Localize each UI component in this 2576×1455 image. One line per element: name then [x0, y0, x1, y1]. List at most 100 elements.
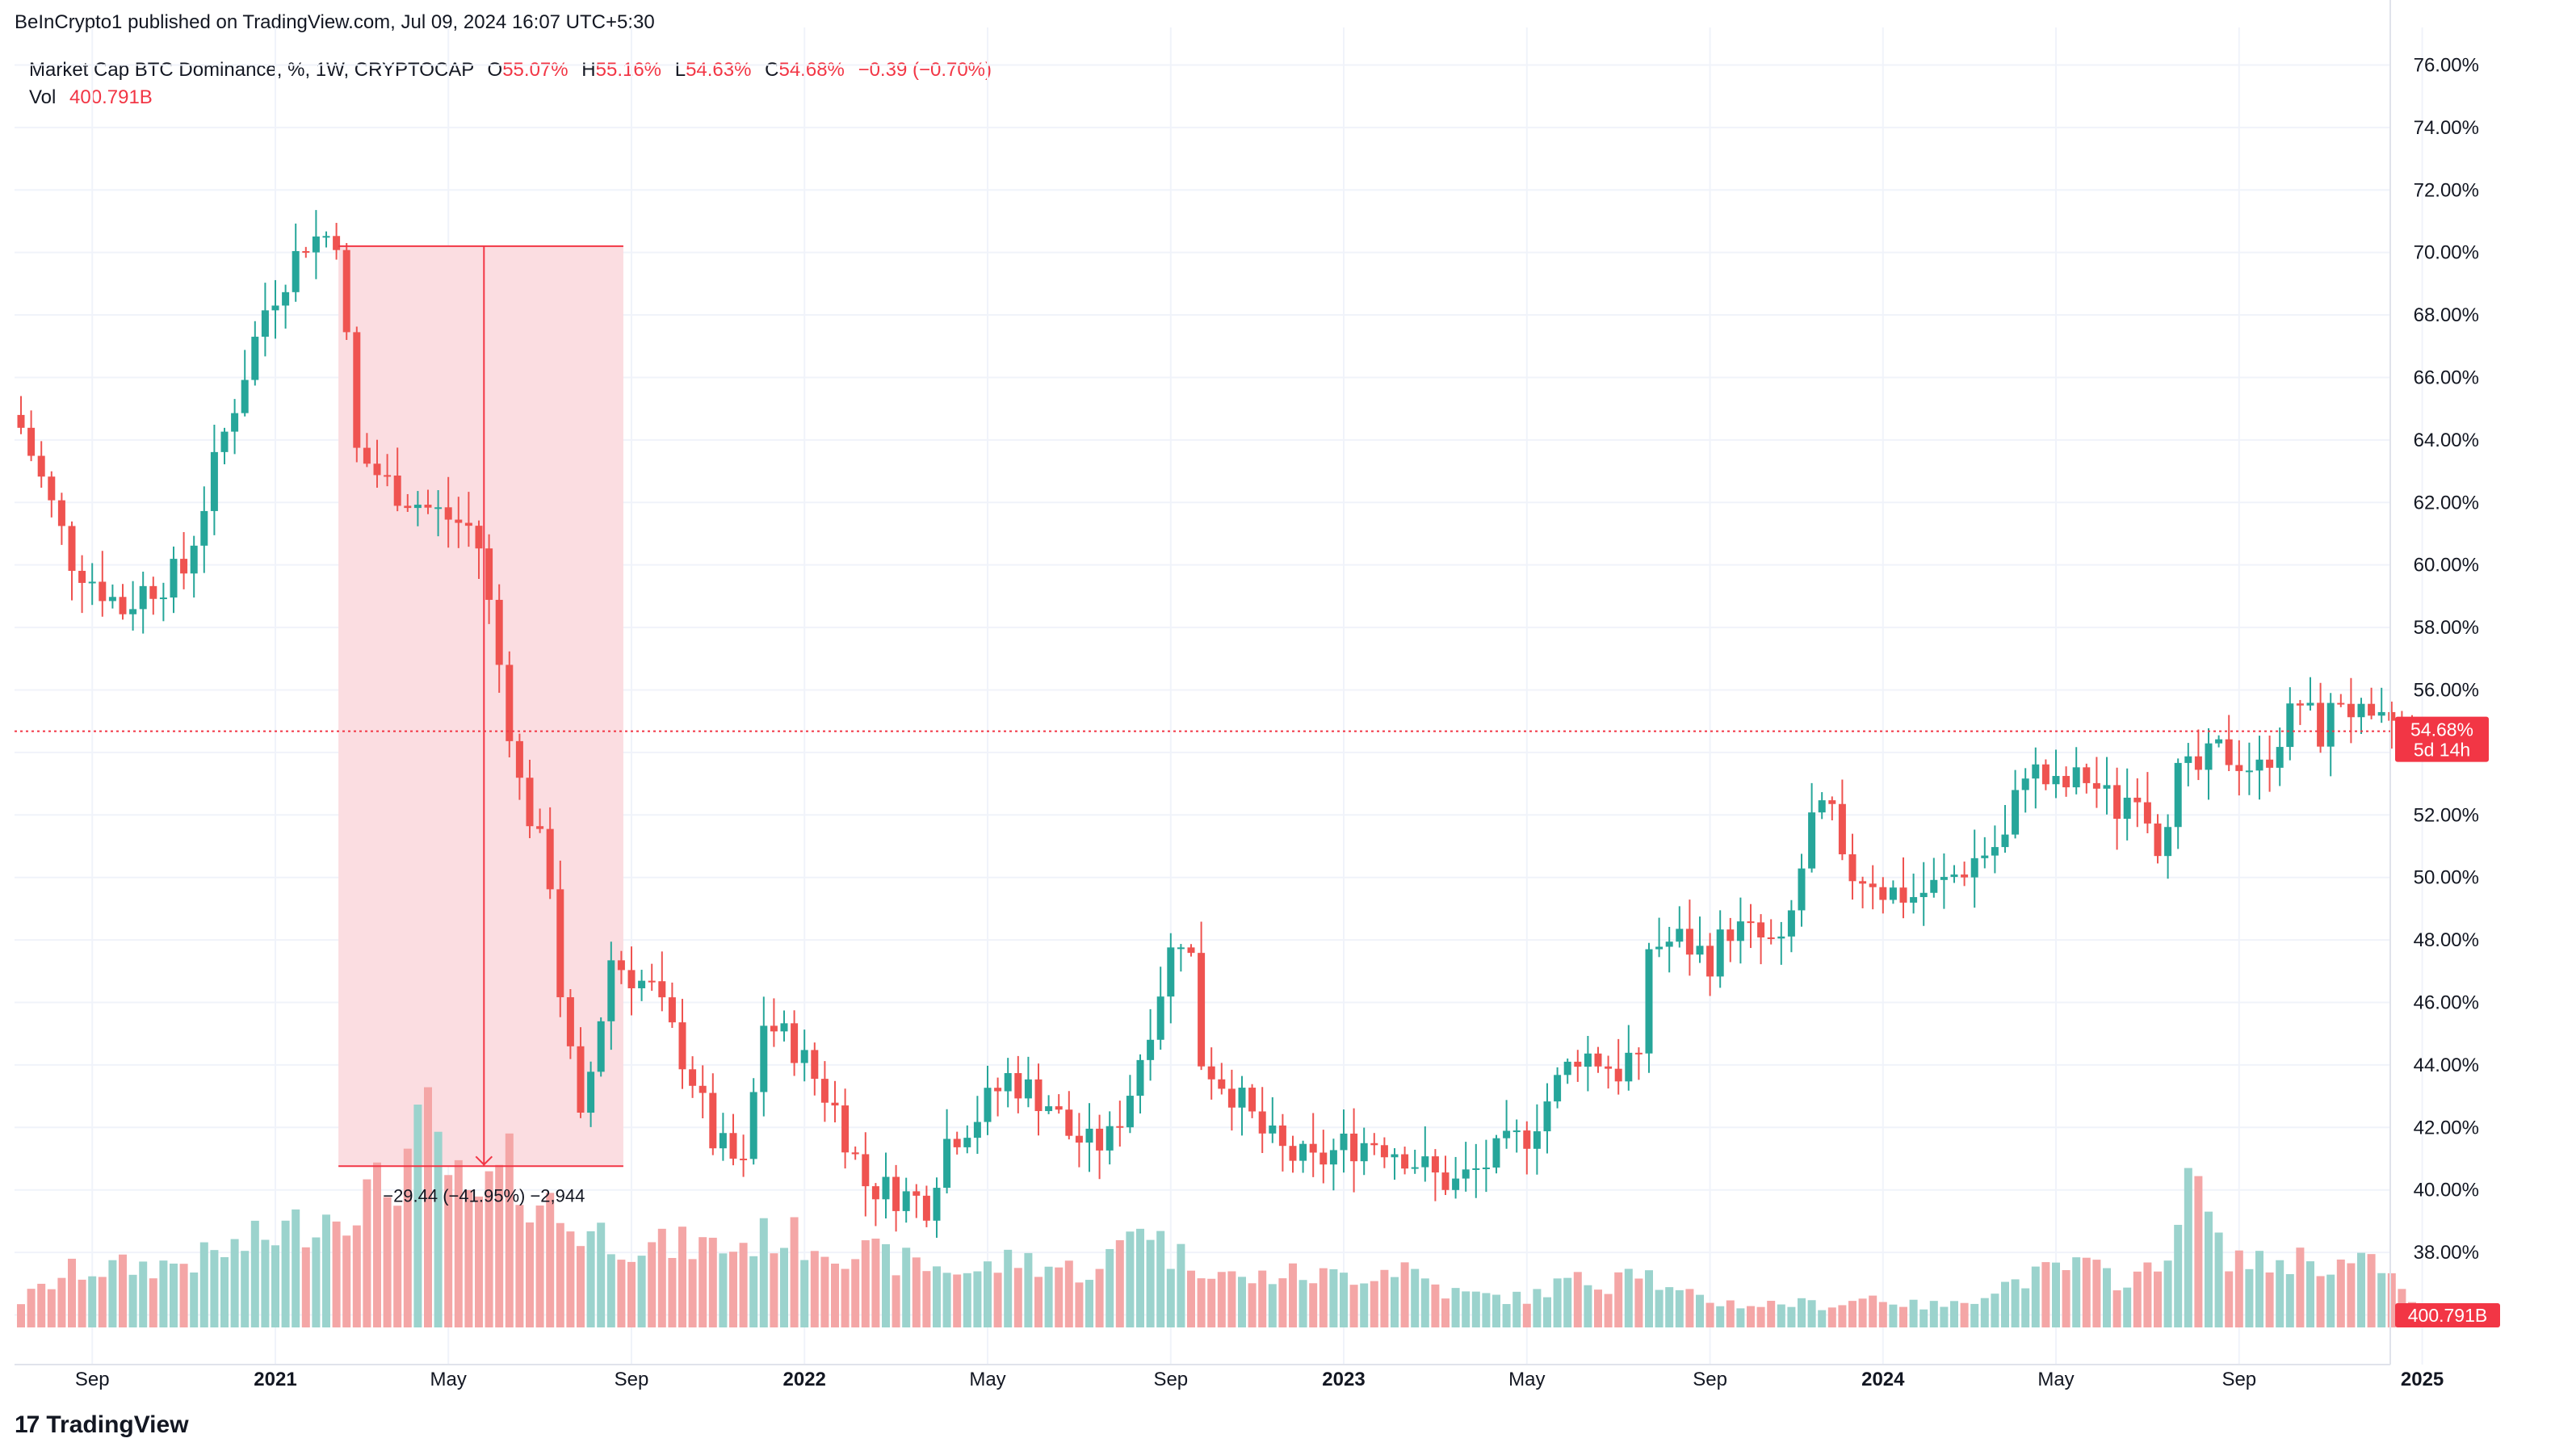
candle-body[interactable] — [536, 826, 544, 829]
candle-body[interactable] — [1004, 1073, 1012, 1092]
candle-body[interactable] — [1787, 910, 1795, 937]
candle-body[interactable] — [2123, 797, 2131, 820]
candle-body[interactable] — [953, 1138, 961, 1147]
candle-body[interactable] — [1919, 892, 1928, 898]
candle-body[interactable] — [1991, 847, 1999, 856]
candle-body[interactable] — [2368, 703, 2376, 716]
candle-body[interactable] — [2143, 802, 2151, 824]
candle-body[interactable] — [2154, 823, 2162, 857]
candle-body[interactable] — [261, 310, 269, 338]
candle-body[interactable] — [231, 413, 239, 432]
candle-body[interactable] — [302, 251, 310, 254]
candle-body[interactable] — [1726, 929, 1735, 941]
candle-body[interactable] — [149, 585, 157, 599]
candle-body[interactable] — [719, 1133, 727, 1149]
candle-body[interactable] — [1859, 881, 1867, 884]
candle-body[interactable] — [1238, 1088, 1246, 1108]
candle-body[interactable] — [678, 1022, 686, 1070]
candle-body[interactable] — [2164, 827, 2172, 857]
candle-body[interactable] — [2306, 702, 2314, 706]
candle-body[interactable] — [2377, 711, 2385, 716]
candle-body[interactable] — [1340, 1133, 1348, 1151]
candle-body[interactable] — [455, 519, 463, 523]
candle-body[interactable] — [1055, 1106, 1063, 1110]
candle-body[interactable] — [495, 599, 503, 665]
candle-body[interactable] — [841, 1105, 850, 1153]
candle-body[interactable] — [577, 1046, 585, 1113]
candle-body[interactable] — [2092, 782, 2100, 789]
candle-body[interactable] — [1289, 1146, 1297, 1161]
candle-body[interactable] — [2001, 834, 2009, 848]
candle-body[interactable] — [108, 597, 116, 602]
candle-body[interactable] — [2326, 702, 2335, 747]
candle-body[interactable] — [1472, 1168, 1480, 1170]
candle-body[interactable] — [1818, 800, 1826, 813]
candle-body[interactable] — [2113, 785, 2121, 820]
candle-body[interactable] — [1319, 1152, 1328, 1165]
candle-body[interactable] — [1441, 1172, 1450, 1190]
candle-body[interactable] — [984, 1088, 992, 1122]
candle-body[interactable] — [1360, 1143, 1368, 1162]
candle-body[interactable] — [190, 545, 198, 574]
candle-body[interactable] — [2194, 756, 2202, 770]
candle-body[interactable] — [648, 980, 656, 983]
candle-body[interactable] — [363, 447, 371, 464]
candle-body[interactable] — [1370, 1143, 1378, 1146]
candle-body[interactable] — [413, 505, 422, 509]
candle-body[interactable] — [464, 522, 472, 526]
candle-body[interactable] — [1961, 874, 1969, 878]
candle-body[interactable] — [1543, 1101, 1551, 1132]
candle-body[interactable] — [88, 581, 96, 584]
candle-body[interactable] — [2062, 776, 2070, 788]
candle-body[interactable] — [1024, 1079, 1032, 1099]
candle-body[interactable] — [1452, 1178, 1460, 1190]
candle-body[interactable] — [1075, 1135, 1083, 1143]
candle-body[interactable] — [159, 598, 167, 600]
candle-body[interactable] — [2032, 764, 2040, 779]
candle-body[interactable] — [1625, 1052, 1633, 1082]
candle-body[interactable] — [1045, 1106, 1053, 1112]
candle-body[interactable] — [393, 475, 401, 506]
candle-body[interactable] — [506, 665, 514, 741]
candle-body[interactable] — [882, 1176, 890, 1200]
candle-body[interactable] — [749, 1092, 757, 1159]
candle-body[interactable] — [1147, 1039, 1155, 1060]
candle-body[interactable] — [2357, 703, 2365, 718]
candle-body[interactable] — [424, 505, 432, 508]
candle-body[interactable] — [1706, 946, 1714, 977]
candle-body[interactable] — [2337, 702, 2345, 705]
candle-body[interactable] — [1798, 868, 1806, 911]
candle-body[interactable] — [617, 960, 625, 971]
candle-body[interactable] — [1696, 946, 1704, 955]
candle-body[interactable] — [434, 507, 443, 509]
candle-body[interactable] — [292, 251, 300, 292]
candle-body[interactable] — [2347, 703, 2355, 718]
candle-body[interactable] — [1258, 1111, 1266, 1134]
candle-body[interactable] — [2072, 767, 2080, 788]
candle-body[interactable] — [658, 981, 666, 998]
candle-body[interactable] — [2184, 756, 2192, 763]
candle-body[interactable] — [791, 1023, 799, 1063]
candle-body[interactable] — [48, 476, 56, 501]
candle-body[interactable] — [1034, 1079, 1043, 1112]
candle-body[interactable] — [210, 451, 218, 511]
candle-body[interactable] — [353, 332, 361, 448]
candle-body[interactable] — [1105, 1126, 1114, 1151]
candle-body[interactable] — [1014, 1073, 1022, 1099]
candlesticks[interactable] — [17, 210, 2416, 1238]
candle-body[interactable] — [2235, 765, 2243, 771]
candle-body[interactable] — [99, 581, 107, 602]
range-measure-tool[interactable]: −29.44 (−41.95%) −2,944 — [338, 245, 623, 1206]
candle-body[interactable] — [1736, 921, 1744, 941]
candle-body[interactable] — [312, 236, 320, 253]
candle-body[interactable] — [1665, 941, 1673, 947]
candle-body[interactable] — [1329, 1150, 1337, 1165]
candle-body[interactable] — [1167, 947, 1175, 997]
candle-body[interactable] — [2317, 702, 2325, 747]
candle-body[interactable] — [638, 980, 646, 988]
candle-body[interactable] — [1655, 946, 1663, 950]
symbol-title[interactable]: Market Cap BTC Dominance, %, 1W, CRYPTOC… — [29, 59, 474, 81]
candle-body[interactable] — [2388, 711, 2396, 721]
candle-body[interactable] — [1462, 1169, 1470, 1179]
